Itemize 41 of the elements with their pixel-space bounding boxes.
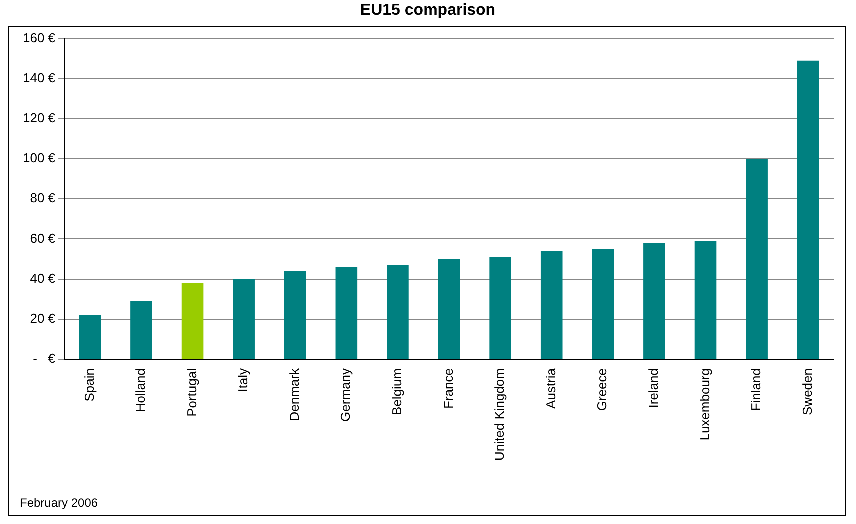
y-tick-label: 100 € [22, 150, 56, 166]
bar [644, 243, 666, 359]
bar [336, 267, 358, 359]
bar [592, 249, 614, 359]
bar [79, 315, 102, 359]
bar [540, 251, 563, 359]
bar [438, 259, 460, 359]
bar [797, 60, 820, 359]
y-tick-label: 160 € [22, 30, 56, 46]
bar [694, 241, 717, 359]
x-tick-label: Denmark [286, 368, 302, 422]
x-tick-label: United Kingdom [492, 368, 508, 461]
y-tick-label: 20 € [30, 310, 56, 326]
y-tick-label: 40 € [30, 270, 56, 286]
x-tick-label: Ireland [646, 368, 662, 408]
y-tick-label: 60 € [30, 230, 56, 246]
y-tick-label: 80 € [30, 190, 56, 206]
bar [746, 159, 768, 359]
x-tick-label: Luxembourg [697, 368, 712, 441]
bar [490, 257, 512, 359]
x-tick-label: Holland [133, 368, 148, 413]
bar [233, 279, 255, 359]
chart-title: EU15 comparison [359, 2, 497, 20]
y-tick-label: 140 € [22, 70, 56, 86]
y-tick-label: 120 € [22, 110, 56, 126]
x-tick-label: Italy [236, 368, 251, 392]
x-tick-label: Finland [748, 368, 764, 412]
x-tick-label: Belgium [390, 368, 405, 416]
bar [387, 265, 409, 359]
x-tick-label: France [440, 368, 456, 409]
bar [130, 301, 152, 359]
bar [182, 283, 204, 359]
text: February 2006 [20, 496, 98, 510]
y-tick-label: - € [33, 351, 56, 366]
x-tick-label: Portugal [184, 368, 200, 417]
x-tick-label: Spain [82, 368, 97, 402]
x-tick-label: Austria [543, 368, 558, 409]
x-tick-label: Sweden [800, 368, 815, 416]
x-tick-label: Germany [338, 368, 354, 422]
x-tick-label: Greece [594, 368, 610, 412]
bar [284, 271, 306, 359]
